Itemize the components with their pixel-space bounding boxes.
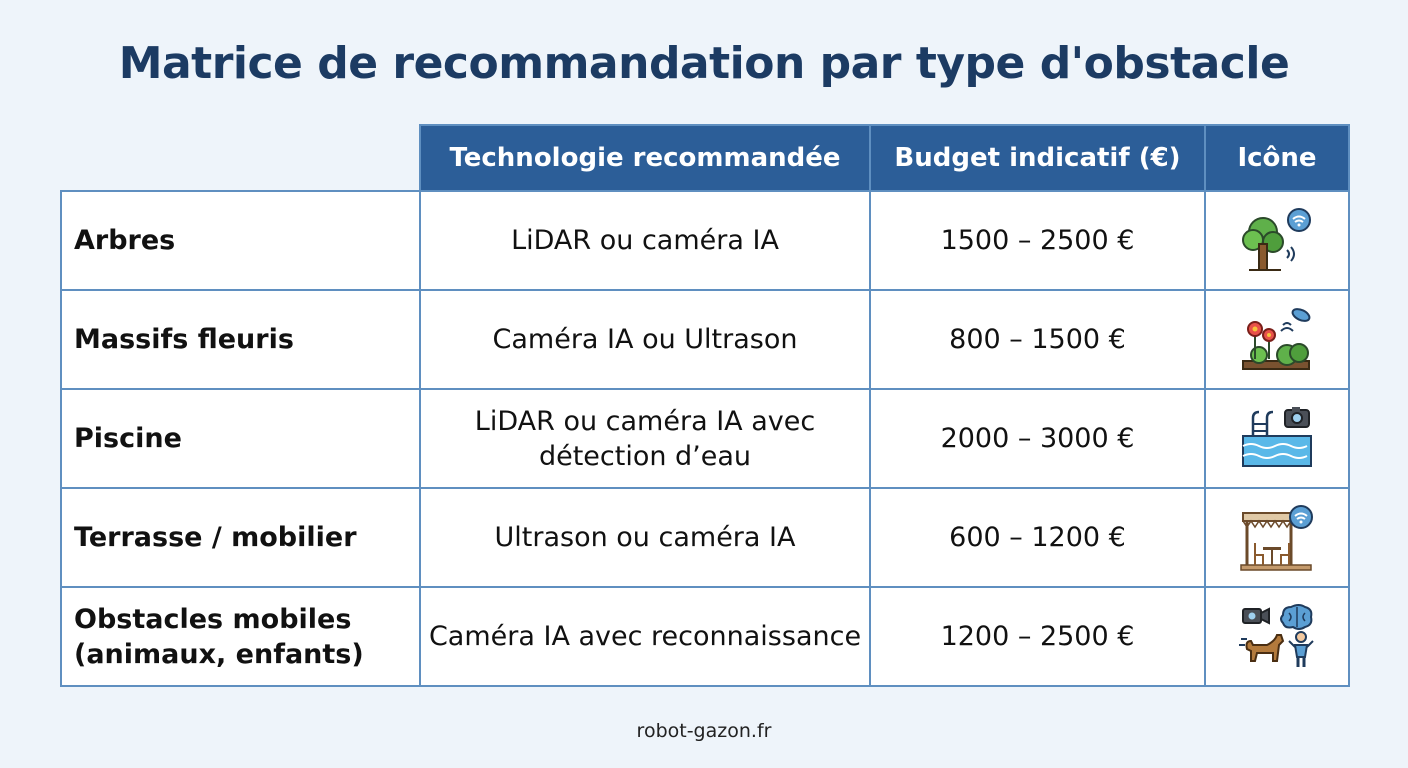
budget-cell: 2000 – 3000 € bbox=[869, 388, 1206, 489]
camera-brain-dog-child-icon bbox=[1239, 603, 1314, 667]
technology-cell: Caméra IA ou Ultrason bbox=[419, 289, 871, 390]
budget-cell: 1500 – 2500 € bbox=[869, 190, 1206, 291]
obstacle-name: Terrasse / mobilier bbox=[60, 487, 421, 588]
budget-cell: 600 – 1200 € bbox=[869, 487, 1206, 588]
icon-cell bbox=[1204, 487, 1350, 588]
tree-sensor-icon bbox=[1242, 207, 1311, 271]
obstacle-name: Obstacles mobiles (animaux, enfants) bbox=[60, 586, 421, 687]
table-row: Obstacles mobiles (animaux, enfants) Cam… bbox=[60, 586, 1350, 687]
obstacle-name: Piscine bbox=[60, 388, 421, 489]
budget-cell: 1200 – 2500 € bbox=[869, 586, 1206, 687]
table-row: Massifs fleuris Caméra IA ou Ultrason 80… bbox=[60, 289, 1350, 390]
technology-cell: Ultrason ou caméra IA bbox=[419, 487, 871, 588]
footer-source: robot-gazon.fr bbox=[636, 720, 772, 742]
table-row: Terrasse / mobilier Ultrason ou caméra I… bbox=[60, 487, 1350, 588]
icon-cell bbox=[1204, 289, 1350, 390]
technology-cell: Caméra IA avec reconnaissance bbox=[419, 586, 871, 687]
obstacle-name: Arbres bbox=[60, 190, 421, 291]
technology-cell: LiDAR ou caméra IA avec détection d’eau bbox=[419, 388, 871, 489]
header-technology: Technologie recommandée bbox=[419, 124, 871, 192]
header-icon: Icône bbox=[1204, 124, 1350, 192]
icon-cell bbox=[1204, 586, 1350, 687]
technology-cell: LiDAR ou caméra IA bbox=[419, 190, 871, 291]
table-row: Arbres LiDAR ou caméra IA 1500 – 2500 € bbox=[60, 190, 1350, 291]
recommendation-table: Technologie recommandée Budget indicatif… bbox=[60, 124, 1350, 687]
patio-furniture-sensor-icon bbox=[1240, 504, 1313, 571]
icon-cell bbox=[1204, 388, 1350, 489]
pool-camera-icon bbox=[1242, 406, 1312, 467]
table-row: Piscine LiDAR ou caméra IA avec détectio… bbox=[60, 388, 1350, 489]
budget-cell: 800 – 1500 € bbox=[869, 289, 1206, 390]
flowerbed-sensor-icon bbox=[1242, 307, 1311, 370]
table-header-row: Technologie recommandée Budget indicatif… bbox=[61, 124, 1350, 192]
obstacle-name: Massifs fleuris bbox=[60, 289, 421, 390]
header-budget: Budget indicatif (€) bbox=[869, 124, 1206, 192]
header-empty-cell bbox=[61, 125, 421, 192]
icon-cell bbox=[1204, 190, 1350, 291]
page-title: Matrice de recommandation par type d'obs… bbox=[118, 38, 1290, 89]
